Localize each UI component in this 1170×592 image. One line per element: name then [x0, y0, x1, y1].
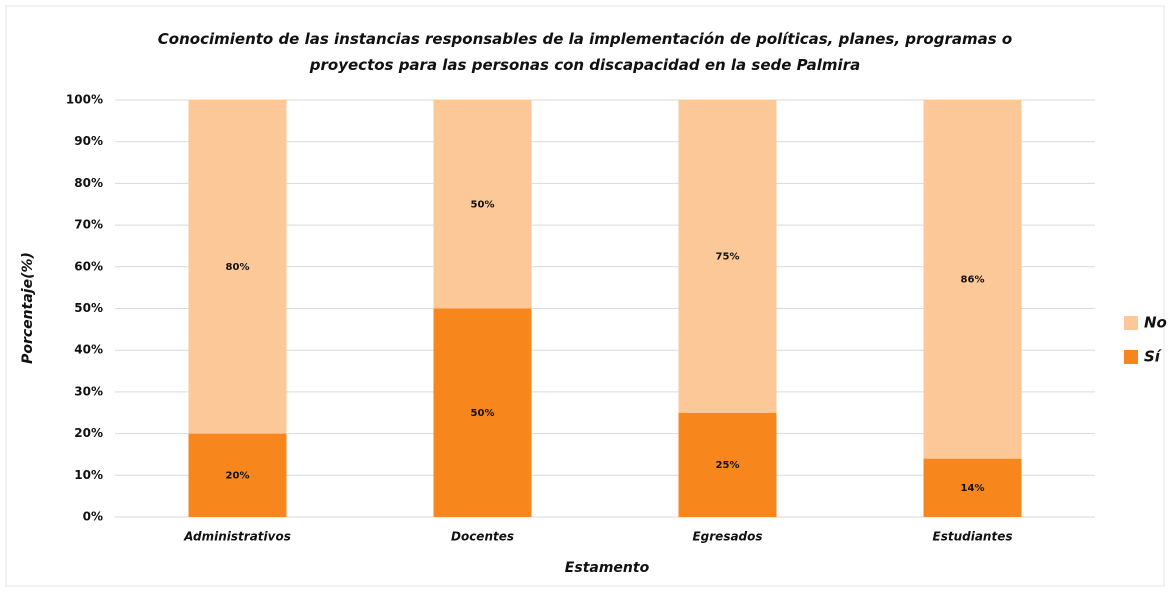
x-tick-label: Administrativos [183, 530, 291, 544]
y-tick-label: 0% [83, 510, 103, 524]
bar-segment [433, 100, 532, 309]
data-label: 50% [471, 199, 495, 210]
legend-label: No [1144, 314, 1167, 332]
data-label: 25% [716, 460, 740, 471]
bar-segment [923, 100, 1022, 459]
legend-swatch [1124, 316, 1138, 330]
y-tick-label: 30% [74, 384, 103, 398]
y-tick-label: 40% [74, 343, 103, 357]
x-tick-label: Estudiantes [933, 530, 1013, 544]
y-axis-label: Porcentaje(%) [20, 252, 36, 364]
y-tick-label: 50% [74, 301, 103, 315]
chart-title: Conocimiento de las instancias responsab… [157, 30, 1013, 74]
data-label: 50% [471, 408, 495, 419]
data-label: 80% [226, 262, 250, 273]
y-tick-label: 70% [74, 218, 103, 232]
x-tick-label: Egresados [692, 530, 762, 544]
data-label: 20% [226, 470, 250, 481]
data-label: 14% [961, 483, 985, 494]
bar-segment [433, 308, 532, 517]
chart-border [5, 5, 1165, 587]
y-tick-label: 10% [74, 468, 103, 482]
bar-segment [678, 412, 777, 517]
y-tick-label: 100% [66, 93, 103, 107]
y-tick-label: 20% [74, 426, 103, 440]
x-axis-label: Estamento [565, 560, 650, 576]
legend-label: Sí [1144, 348, 1163, 366]
bar-segment [188, 433, 287, 517]
bar-segment [188, 100, 287, 434]
data-label: 75% [716, 251, 740, 262]
x-tick-label: Docentes [451, 530, 514, 544]
legend-swatch [1124, 350, 1138, 364]
y-tick-label: 60% [74, 259, 103, 273]
y-tick-label: 90% [74, 134, 103, 148]
data-label: 86% [961, 274, 985, 285]
bar-segment [923, 458, 1022, 517]
y-tick-label: 80% [74, 176, 103, 190]
bar-segment [678, 100, 777, 413]
